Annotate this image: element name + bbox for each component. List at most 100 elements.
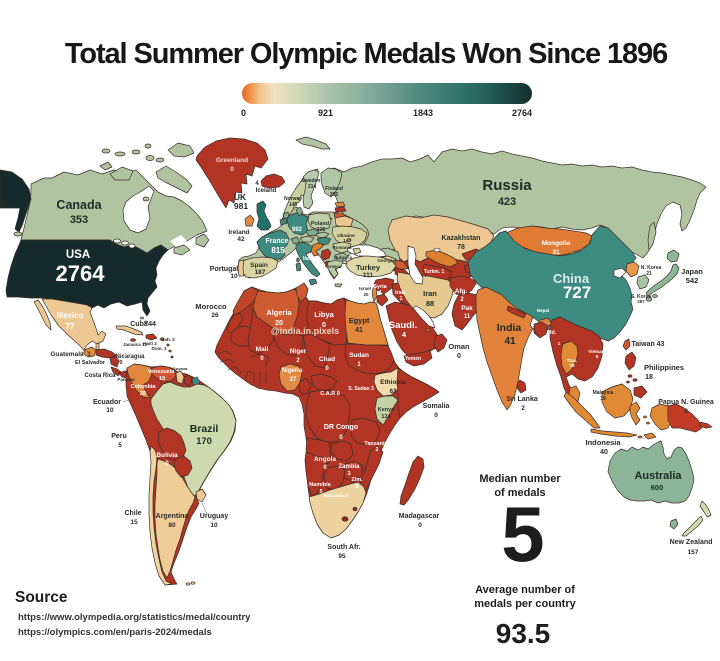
svg-text:18: 18	[645, 374, 653, 381]
svg-text:0: 0	[230, 166, 234, 173]
svg-text:Vietnam: Vietnam	[588, 349, 605, 354]
svg-text:Mali: Mali	[256, 346, 269, 353]
svg-text:Spain: Spain	[250, 262, 268, 269]
svg-text:El Salvador: El Salvador	[75, 360, 106, 366]
svg-text:Greece: Greece	[326, 264, 342, 269]
svg-text:2: 2	[460, 297, 464, 303]
svg-text:80: 80	[168, 522, 176, 529]
svg-text:157: 157	[688, 549, 699, 556]
svg-text:170: 170	[196, 436, 212, 447]
svg-text:981: 981	[234, 201, 248, 211]
svg-text:Australia: Australia	[634, 470, 682, 482]
svg-text:Panama: Panama	[117, 377, 135, 382]
svg-text:Libya: Libya	[314, 310, 334, 319]
svg-text:Israel: Israel	[359, 286, 371, 291]
svg-text:20: 20	[363, 292, 369, 297]
svg-text:Niger: Niger	[290, 348, 307, 355]
svg-text:326: 326	[316, 227, 325, 233]
svg-text:0: 0	[418, 522, 422, 529]
svg-text:2: 2	[296, 358, 300, 364]
svg-text:Yemen: Yemen	[405, 356, 421, 362]
svg-text:Cuba: Cuba	[130, 321, 148, 328]
svg-text:78: 78	[457, 244, 465, 251]
svg-text:Sweden: Sweden	[302, 178, 321, 184]
svg-text:Iran: Iran	[423, 289, 437, 298]
svg-text:Ethiopia: Ethiopia	[380, 379, 406, 386]
svg-text:Oman: Oman	[448, 342, 470, 351]
svg-text:S. Korea: S. Korea	[631, 294, 652, 300]
svg-text:4: 4	[402, 330, 407, 339]
svg-text:0: 0	[339, 434, 343, 441]
svg-text:Iraq: Iraq	[395, 290, 405, 296]
svg-text:Norway: Norway	[284, 196, 302, 202]
svg-text:28: 28	[140, 391, 146, 397]
svg-text:63: 63	[390, 389, 397, 395]
svg-text:42: 42	[237, 236, 245, 243]
svg-text:Philippines: Philippines	[644, 363, 684, 372]
svg-text:Thai.: Thai.	[567, 358, 578, 363]
svg-text:2: 2	[521, 405, 525, 412]
svg-text:UK: UK	[234, 192, 247, 202]
svg-text:Malaysia: Malaysia	[593, 390, 614, 396]
svg-text:Portugal: Portugal	[210, 266, 238, 273]
svg-text:88: 88	[426, 299, 434, 308]
svg-text:Argentina: Argentina	[156, 513, 189, 520]
svg-text:Canada: Canada	[56, 198, 102, 212]
svg-text:Chad: Chad	[319, 356, 335, 363]
svg-text:19: 19	[159, 376, 165, 382]
svg-text:1: 1	[87, 351, 91, 358]
svg-text:0: 0	[322, 322, 326, 329]
svg-text:Greenland: Greenland	[216, 157, 248, 164]
svg-text:0: 0	[165, 461, 169, 467]
svg-text:South Afr.: South Afr.	[327, 544, 360, 551]
svg-text:Peru: Peru	[111, 433, 127, 440]
svg-text:15: 15	[130, 519, 138, 526]
svg-text:2764: 2764	[56, 261, 106, 286]
svg-text:187: 187	[255, 269, 266, 276]
svg-text:Colombia: Colombia	[130, 384, 156, 390]
svg-text:Papua N. Guinea: Papua N. Guinea	[658, 399, 714, 406]
svg-text:Poland: Poland	[311, 221, 329, 227]
svg-text:Bulgaria: Bulgaria	[334, 255, 353, 260]
svg-text:Namibia: Namibia	[309, 482, 331, 488]
svg-text:N. Korea: N. Korea	[641, 265, 662, 271]
svg-text:124: 124	[381, 414, 391, 420]
svg-text:Kenya: Kenya	[378, 407, 395, 413]
svg-text:India: India	[497, 322, 522, 334]
svg-text:Bah. 2: Bah. 2	[161, 337, 175, 342]
svg-text:353: 353	[70, 214, 88, 226]
svg-text:Iceland: Iceland	[256, 188, 277, 194]
svg-text:Costa Rica: Costa Rica	[84, 373, 116, 379]
svg-text:Somalia: Somalia	[423, 403, 450, 410]
svg-text:287: 287	[637, 299, 645, 304]
svg-text:10: 10	[230, 273, 238, 280]
svg-text:0: 0	[325, 366, 329, 372]
svg-text:0: 0	[684, 408, 688, 415]
svg-text:Ecuador: Ecuador	[93, 399, 121, 406]
svg-text:Tanzania: Tanzania	[364, 441, 388, 447]
svg-text:Romania: Romania	[332, 245, 352, 250]
svg-text:305: 305	[330, 192, 339, 198]
svg-text:77: 77	[66, 322, 75, 331]
svg-text:5: 5	[118, 442, 122, 449]
svg-text:44: 44	[148, 321, 156, 328]
svg-text:Brazil: Brazil	[190, 423, 219, 435]
svg-text:Russia: Russia	[482, 177, 532, 194]
svg-text:Mos.: Mos.	[382, 459, 394, 465]
svg-text:Madagascar: Madagascar	[399, 513, 440, 520]
svg-text:C.A.R 0: C.A.R 0	[320, 391, 340, 397]
svg-text:1: 1	[558, 341, 561, 346]
svg-text:892: 892	[292, 227, 303, 233]
svg-text:Zambia: Zambia	[338, 464, 360, 470]
svg-text:Ukraine: Ukraine	[337, 233, 355, 239]
svg-text:10: 10	[210, 522, 218, 529]
svg-text:Pak: Pak	[461, 305, 473, 312]
svg-text:Finland: Finland	[325, 186, 343, 192]
svg-text:Afg.: Afg.	[455, 288, 468, 295]
svg-text:19: 19	[600, 396, 606, 402]
svg-text:26: 26	[211, 312, 219, 319]
svg-text:Jamaica 13: Jamaica 13	[123, 342, 148, 347]
svg-text:Dom. 3: Dom. 3	[151, 346, 167, 351]
svg-text:4: 4	[255, 181, 259, 187]
svg-text:727: 727	[563, 283, 591, 302]
